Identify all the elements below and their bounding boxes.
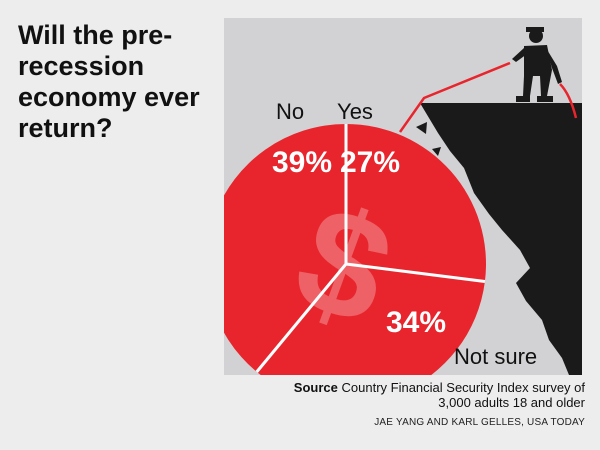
slice-divider [255,263,348,373]
chart-panel: $39% 27% 34% No Yes Not sure [224,18,582,375]
chart-title: Will the pre-recession economy ever retu… [18,20,200,143]
pie-slice-no [224,124,346,372]
rock-chip [416,122,427,134]
rock-chip [432,147,441,156]
source-label: Source [293,380,338,395]
source-text: Country Financial Security Index survey … [341,380,586,410]
rope [398,61,578,133]
credit-line: JAE YANG AND KARL GELLES, USA TODAY [374,417,585,428]
category-label: Yes [337,99,373,124]
pie-slice-not-sure [256,264,485,375]
value-label: 39% [272,146,332,179]
climber-figure [512,27,562,102]
category-label: No [276,99,304,124]
cliff-shape [420,103,582,375]
slice-divider [345,262,486,284]
value-label: 27% [340,146,400,179]
pie-slice-yes [346,124,486,282]
value-label: 34% [386,306,446,339]
source-note: Source Country Financial Security Index … [290,380,585,410]
category-label: Not sure [454,344,537,369]
